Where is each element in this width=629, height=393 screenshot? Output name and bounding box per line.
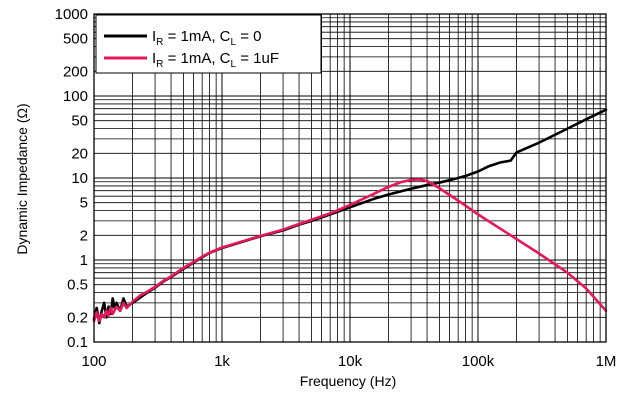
- y-tick-labels: 0.1 0.2 0.5 1 2 5 10 20 50 100 200 500 1000: [55, 6, 88, 351]
- y-tick-label: 1000: [55, 6, 88, 23]
- legend-box: [95, 14, 322, 74]
- legend-label-series-0-part2: = 1mA, C: [163, 28, 230, 45]
- legend-label-series-1-part1: I: [152, 50, 156, 67]
- x-tick-label: 1M: [596, 353, 617, 370]
- y-axis-label: Dynamic Impedance (Ω): [14, 103, 30, 254]
- legend-label-series-1-sub1: R: [156, 59, 163, 70]
- x-tick-label: 1k: [214, 353, 230, 370]
- legend-label-series-1-part3: = 1uF: [236, 50, 279, 67]
- legend-label-series-1-part2: = 1mA, C: [163, 50, 230, 67]
- y-tick-label: 1: [80, 252, 88, 269]
- y-tick-label: 0.1: [67, 334, 88, 351]
- plot-frame: [93, 13, 607, 343]
- series-line-1: [92, 178, 608, 323]
- series-lines: [92, 108, 608, 325]
- y-tick-label: 0.2: [67, 309, 88, 326]
- y-tick-label: 10: [71, 170, 88, 187]
- y-tick-label: 20: [71, 145, 88, 162]
- x-tick-labels: 100 1k 10k 100k 1M: [81, 353, 616, 370]
- x-axis-label: Frequency (Hz): [300, 373, 396, 389]
- legend: IR = 1mA, CL = 0 IR = 1mA, CL = 1uF: [95, 14, 322, 74]
- legend-label-series-0: IR = 1mA, CL = 0: [152, 28, 262, 48]
- legend-label-series-1: IR = 1mA, CL = 1uF: [152, 50, 279, 70]
- y-tick-label: 50: [71, 113, 88, 130]
- y-tick-label: 200: [63, 63, 88, 80]
- legend-label-series-0-part3: = 0: [236, 28, 261, 45]
- legend-label-series-1-sub2: L: [231, 59, 237, 70]
- x-tick-label: 100: [81, 353, 106, 370]
- x-tick-label: 100k: [462, 353, 495, 370]
- y-tick-label: 500: [63, 31, 88, 48]
- x-tick-label: 10k: [338, 353, 363, 370]
- y-tick-label: 100: [63, 88, 88, 105]
- y-tick-label: 2: [80, 227, 88, 244]
- y-tick-label: 0.5: [67, 277, 88, 294]
- legend-label-series-0-part1: I: [152, 28, 156, 45]
- y-tick-label: 5: [80, 195, 88, 212]
- legend-label-series-0-sub2: L: [231, 37, 237, 48]
- legend-label-series-0-sub1: R: [156, 37, 163, 48]
